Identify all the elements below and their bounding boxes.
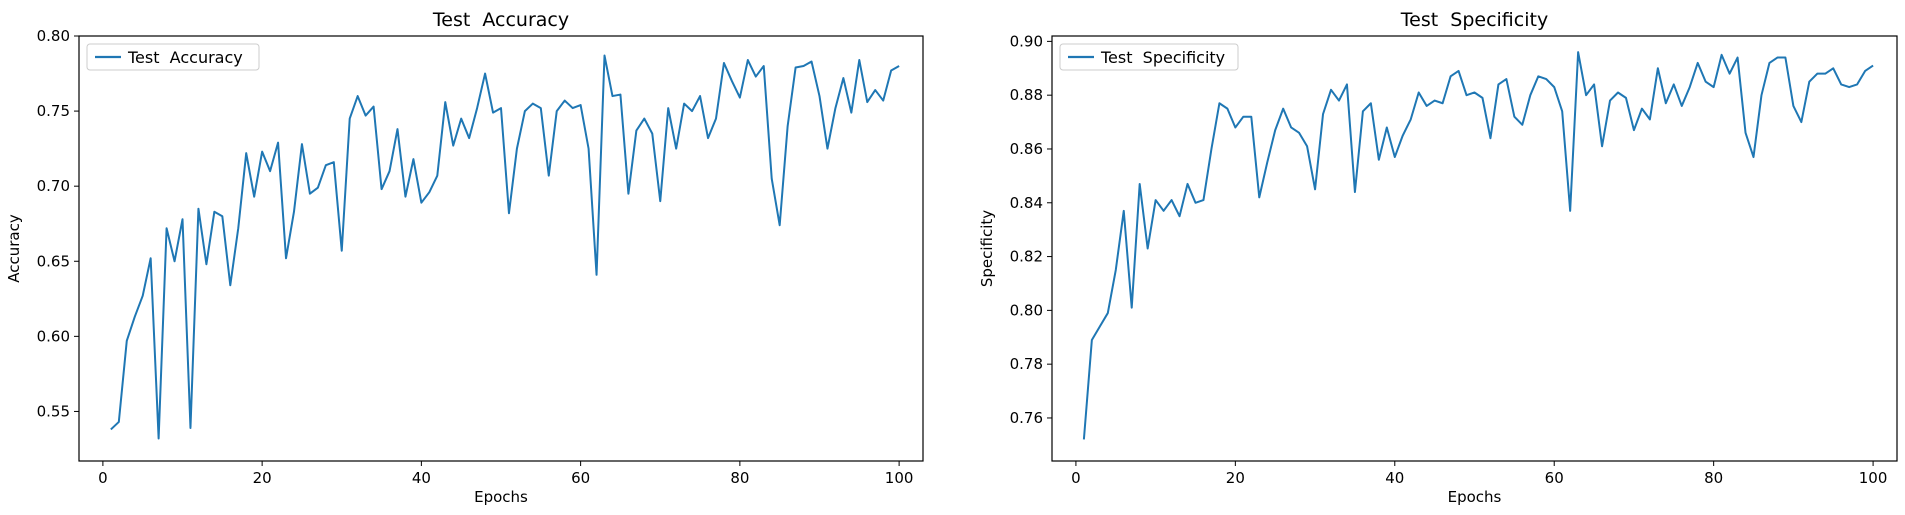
chart2-xtick-label: 60 <box>1545 469 1564 487</box>
chart2-ytick-label: 0.80 <box>1010 301 1043 319</box>
chart1-title: Test Accuracy <box>432 9 569 31</box>
chart2-legend: Test Specificity <box>1059 43 1239 71</box>
chart2-xtick-label: 40 <box>1385 469 1404 487</box>
chart2-title: Test Specificity <box>1400 9 1548 31</box>
chart2-axes-frame <box>1051 35 1898 462</box>
chart1-ytick-label: 0.70 <box>37 177 70 195</box>
chart1-xtick-label: 20 <box>253 469 272 487</box>
chart2-ytick-label: 0.86 <box>1010 140 1043 158</box>
chart1-series-line <box>110 54 900 440</box>
chart2-ylabel: Specificity <box>978 210 996 287</box>
chart1-ytick-label: 0.55 <box>37 402 70 420</box>
chart2-ytick-label: 0.90 <box>1010 32 1043 50</box>
chart1-xtick-label: 0 <box>98 469 108 487</box>
chart2-xtick-label: 0 <box>1071 469 1081 487</box>
chart2-xtick-label: 80 <box>1704 469 1723 487</box>
chart2-ytick-label: 0.84 <box>1010 194 1043 212</box>
chart2-ytick-label: 0.78 <box>1010 355 1043 373</box>
chart1-ytick-label: 0.75 <box>37 102 70 120</box>
chart1-ytick-label: 0.65 <box>37 252 70 270</box>
chart2-ytick-label: 0.82 <box>1010 248 1043 266</box>
chart1-legend-box <box>86 43 260 71</box>
chart1-xtick-label: 80 <box>730 469 749 487</box>
chart1-legend-label: Test Accuracy <box>127 48 243 67</box>
chart2-series-line <box>1082 51 1874 440</box>
chart2-xtick-label: 100 <box>1859 469 1888 487</box>
chart2-xtick-label: 20 <box>1226 469 1245 487</box>
chart1-axes-frame <box>78 35 924 462</box>
chart1-xtick-label: 40 <box>412 469 431 487</box>
chart2-panel: Test Specificity 0 20 40 60 80 100 0.76 0.78 0.80… <box>978 9 1898 506</box>
chart2-xlabel: Epochs <box>1448 488 1502 506</box>
chart1-panel: Test Accuracy 0 20 40 60 80 100 0.55 0.60 0.65 0.7… <box>5 9 924 506</box>
chart2-ytick-label: 0.88 <box>1010 86 1043 104</box>
chart1-xtick-label: 100 <box>885 469 914 487</box>
chart1-ytick-label: 0.60 <box>37 327 70 345</box>
chart1-legend: Test Accuracy <box>86 43 260 71</box>
chart1-ylabel: Accuracy <box>5 214 23 283</box>
chart1-ytick-label: 0.80 <box>37 27 70 45</box>
chart2-legend-box <box>1059 43 1239 71</box>
chart2-ytick-label: 0.76 <box>1010 409 1043 427</box>
chart1-xtick-label: 60 <box>571 469 590 487</box>
chart2-legend-label: Test Specificity <box>1100 48 1225 67</box>
chart1-xlabel: Epochs <box>474 488 528 506</box>
